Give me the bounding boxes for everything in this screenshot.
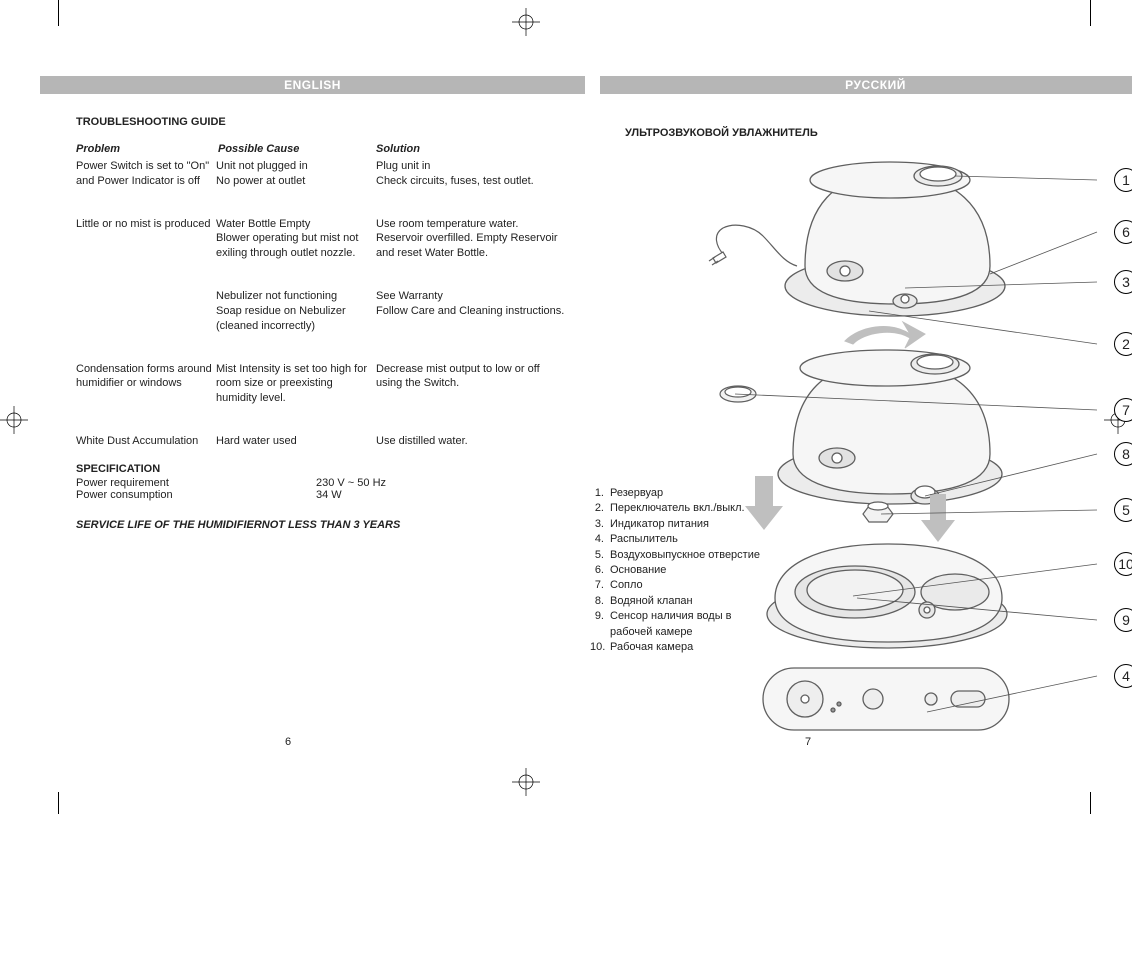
spec-row-0: Power requirement 230 V ~ 50 Hz [76, 477, 576, 489]
col-cause: Possible Cause [216, 142, 376, 159]
header-right-text: РУССКИЙ [845, 78, 906, 92]
english-column: TROUBLESHOOTING GUIDE Problem Possible C… [76, 116, 576, 531]
parts-list-num: 8. [590, 594, 610, 609]
spec-row-1: Power consumption 34 W [76, 489, 576, 501]
spec1-value: 34 W [316, 489, 342, 501]
parts-list-num: 10. [590, 640, 610, 655]
ts-row-3: Condensation forms around humidifier or … [76, 362, 576, 407]
ts-row-4: White Dust Accumulation Hard water used … [76, 434, 576, 449]
r0-problem: Power Switch is set to "On" and Power In… [76, 159, 216, 189]
callout-9: 9 [1114, 608, 1132, 632]
registration-mark-top [512, 8, 540, 36]
r0-cause: Unit not plugged in No power at outlet [216, 159, 376, 189]
r3-problem: Condensation forms around humidifier or … [76, 362, 216, 407]
r3-cause: Mist Intensity is set too high for room … [216, 362, 376, 407]
callout-3: 3 [1114, 270, 1132, 294]
header-english: ENGLISH [40, 76, 585, 94]
ts-row-2: Nebulizer not functioning Soap residue o… [76, 289, 576, 334]
ts-header-row: Problem Possible Cause Solution Power Sw… [76, 142, 576, 189]
parts-list-num: 4. [590, 532, 610, 547]
header-russian: РУССКИЙ [600, 76, 1132, 94]
spec0-label: Power requirement [76, 477, 316, 489]
parts-list-label: Индикатор питания [610, 517, 709, 532]
russian-column: УЛЬТРОЗВУКОВОЙ УВЛАЖНИТЕЛЬ 1.Резервуар2.… [590, 116, 1090, 140]
col-solution: Solution [376, 142, 566, 159]
callout-8: 8 [1114, 442, 1132, 466]
humidifier-diagram: 16327851094 [705, 116, 1100, 676]
troubleshooting-title: TROUBLESHOOTING GUIDE [76, 116, 576, 128]
r3-solution: Decrease mist output to low or off using… [376, 362, 566, 407]
parts-list-label: Резервуар [610, 486, 663, 501]
spec0-value: 230 V ~ 50 Hz [316, 477, 386, 489]
r2-cause: Nebulizer not functioning Soap residue o… [216, 289, 376, 334]
parts-list-label: Водяной клапан [610, 594, 693, 609]
callout-7: 7 [1114, 398, 1132, 422]
parts-list-label: Распылитель [610, 532, 678, 547]
r1-cause: Water Bottle Empty Blower operating but … [216, 217, 376, 262]
parts-list-num: 9. [590, 609, 610, 640]
r2-problem [76, 289, 216, 334]
callout-2: 2 [1114, 332, 1132, 356]
parts-list-label: Основание [610, 563, 666, 578]
header-left-text: ENGLISH [284, 78, 341, 92]
r4-cause: Hard water used [216, 434, 376, 449]
r4-solution: Use distilled water. [376, 434, 566, 449]
page-number-right: 7 [805, 736, 811, 748]
parts-list-num: 1. [590, 486, 610, 501]
page-number-left: 6 [285, 736, 291, 748]
callout-5: 5 [1114, 498, 1132, 522]
r4-problem: White Dust Accumulation [76, 434, 216, 449]
callout-6: 6 [1114, 220, 1132, 244]
col-problem: Problem [76, 142, 216, 159]
r1-problem: Little or no mist is produced [76, 217, 216, 262]
callout-10: 10 [1114, 552, 1132, 576]
service-life: SERVICE LIFE OF THE HUMIDIFIERNOT LESS T… [76, 519, 576, 531]
spec1-label: Power consumption [76, 489, 316, 501]
parts-list-num: 2. [590, 501, 610, 516]
ts-row-1: Little or no mist is produced Water Bott… [76, 217, 576, 262]
parts-list-num: 7. [590, 578, 610, 593]
parts-list-label: Рабочая камера [610, 640, 693, 655]
parts-list-num: 5. [590, 548, 610, 563]
r2-solution: See Warranty Follow Care and Cleaning in… [376, 289, 566, 334]
callout-4: 4 [1114, 664, 1132, 688]
registration-mark-left [0, 406, 28, 434]
r0-solution: Plug unit in Check circuits, fuses, test… [376, 159, 566, 189]
parts-list-num: 3. [590, 517, 610, 532]
parts-list-label: Сопло [610, 578, 643, 593]
callout-1: 1 [1114, 168, 1132, 192]
spec-title: SPECIFICATION [76, 463, 576, 475]
parts-list-num: 6. [590, 563, 610, 578]
r1-solution: Use room temperature water. Reservoir ov… [376, 217, 566, 262]
